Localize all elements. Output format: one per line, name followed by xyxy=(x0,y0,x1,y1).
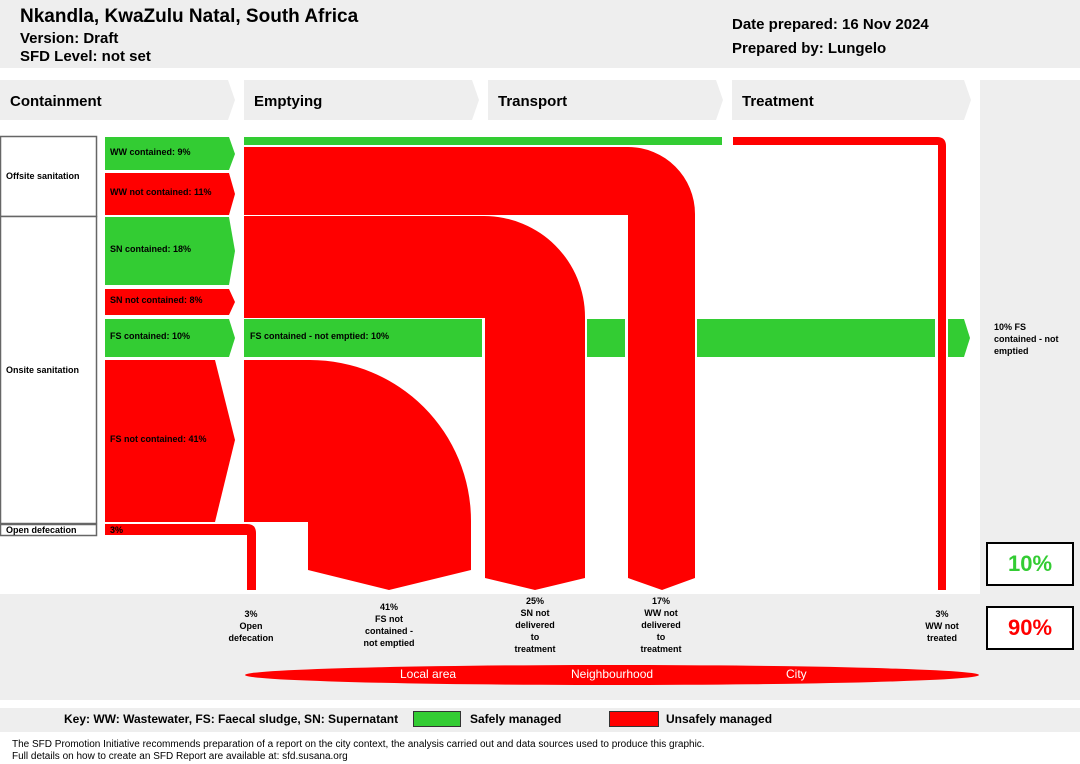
flow-fs-not-emptied-4 xyxy=(948,319,970,357)
right-note-line: contained - not xyxy=(994,334,1059,344)
flow-fs-not-emptied-2 xyxy=(587,319,625,357)
key-text: Key: WW: Wastewater, FS: Faecal sludge, … xyxy=(64,712,399,726)
offsite-label: Offsite sanitation xyxy=(6,171,80,181)
label-fs-contained: FS contained: 10% xyxy=(110,331,191,341)
outcome-fs-not-contained: 41% FS not contained - not emptied xyxy=(349,601,429,649)
outcome-line: Open xyxy=(239,621,263,631)
outcome-line: contained - xyxy=(364,626,413,636)
outcome-line: FS not xyxy=(375,614,403,624)
label-fs-contained-not-emptied: FS contained - not emptied: 10% xyxy=(250,331,390,341)
label-fs-not-contained: FS not contained: 41% xyxy=(110,434,207,444)
flow-sn-not-delivered xyxy=(244,216,585,590)
flow-sn-contained xyxy=(105,217,235,285)
area-local: Local area xyxy=(400,667,457,681)
open-defecation-box xyxy=(0,523,98,537)
outcome-line: WW not xyxy=(925,621,959,631)
key-unsafe-label: Unsafely managed xyxy=(666,712,773,726)
flow-ww-not-contained xyxy=(105,173,235,215)
outcome-line: treated xyxy=(926,633,957,643)
flow-fs-not-emptied-1 xyxy=(244,319,482,357)
key-safe-swatch xyxy=(413,711,461,727)
flow-diagram xyxy=(105,137,970,590)
stage-emptying: Emptying xyxy=(254,93,323,110)
outcome-sn-not-delivered: 25% SN not delivered to treatment xyxy=(500,595,570,655)
area-ellipse xyxy=(245,665,979,685)
flow-ww-contained xyxy=(105,137,235,170)
label-sn-not-contained: SN not contained: 8% xyxy=(110,295,203,305)
outcome-ww-not-delivered: 17% WW not delivered to treatment xyxy=(626,595,696,655)
flow-ww-contained-line xyxy=(244,137,722,145)
right-note-line: emptied xyxy=(994,346,1029,356)
outcome-line: to xyxy=(530,632,540,642)
open-defecation-label: Open defecation xyxy=(6,525,77,535)
footer-line-1: The SFD Promotion Initiative recommends … xyxy=(12,739,705,750)
version-text: Version: Draft xyxy=(20,30,119,47)
safe-total-value: 10% xyxy=(1007,551,1053,576)
outcome-line: delivered xyxy=(641,620,681,630)
right-note: 10% FS contained - not emptied xyxy=(994,321,1059,357)
outcome-line: 25% xyxy=(525,596,544,606)
onsite-box xyxy=(0,215,98,525)
key-safe-label: Safely managed xyxy=(470,712,562,726)
key-unsafe-swatch xyxy=(609,711,659,727)
outcome-line: not emptied xyxy=(363,638,415,648)
outcome-line: delivered xyxy=(515,620,555,630)
safe-total-box: 10% xyxy=(986,542,1074,586)
stage-transport: Transport xyxy=(498,93,568,110)
label-ww-contained: WW contained: 9% xyxy=(110,147,191,157)
stage-arrow-transport xyxy=(488,80,723,120)
flow-sn-not-contained xyxy=(105,289,235,315)
label-sn-contained: SN contained: 18% xyxy=(110,244,192,254)
unsafe-total-value: 90% xyxy=(1007,615,1053,640)
flow-fs-not-contained-not-emptied xyxy=(244,360,471,590)
outcome-line: defecation xyxy=(228,633,274,643)
outcome-ww-not-treated: 3% WW not treated xyxy=(912,608,972,644)
outcome-line: 17% xyxy=(651,596,670,606)
outcome-line: 3% xyxy=(935,609,949,619)
flow-fs-not-emptied-3 xyxy=(697,319,935,357)
outcome-line: 41% xyxy=(379,602,398,612)
label-open-defecation: 3% xyxy=(110,525,124,535)
outcome-line: SN not xyxy=(520,608,550,618)
category-boxes xyxy=(0,135,98,537)
stage-containment: Containment xyxy=(10,93,102,110)
flow-ww-not-delivered xyxy=(244,147,695,590)
footer-line-2: Full details on how to create an SFD Rep… xyxy=(12,751,348,762)
sfd-level-text: SFD Level: not set xyxy=(20,48,151,65)
flow-fs-contained xyxy=(105,319,235,357)
key-band xyxy=(0,708,1080,732)
prepared-by-text: Prepared by: Lungelo xyxy=(732,40,887,57)
stage-arrow-emptying xyxy=(244,80,479,120)
area-city: City xyxy=(786,667,807,681)
stage-arrows xyxy=(0,80,971,120)
flow-fs-not-contained xyxy=(105,360,235,522)
stage-arrow-containment xyxy=(0,80,235,120)
outcome-line: treatment xyxy=(514,644,556,654)
outcome-line: WW not xyxy=(644,608,678,618)
outcome-line: 3% xyxy=(244,609,258,619)
flow-ww-not-treated xyxy=(733,137,946,590)
stage-treatment: Treatment xyxy=(742,93,814,110)
header-band xyxy=(0,0,1080,68)
onsite-label: Onsite sanitation xyxy=(6,365,80,375)
page-title: Nkandla, KwaZulu Natal, South Africa xyxy=(20,6,359,27)
stage-arrow-treatment xyxy=(732,80,971,120)
outcome-line: to xyxy=(656,632,666,642)
right-note-line: 10% FS xyxy=(994,322,1027,332)
unsafe-total-box: 90% xyxy=(986,606,1074,650)
date-prepared-text: Date prepared: 16 Nov 2024 xyxy=(732,16,929,33)
outcome-line: treatment xyxy=(640,644,682,654)
flow-open-defecation-down xyxy=(105,524,256,590)
label-ww-not-contained: WW not contained: 11% xyxy=(110,187,212,197)
area-neighbourhood: Neighbourhood xyxy=(571,667,654,681)
outcome-open-defecation: 3% Open defecation xyxy=(221,608,281,644)
